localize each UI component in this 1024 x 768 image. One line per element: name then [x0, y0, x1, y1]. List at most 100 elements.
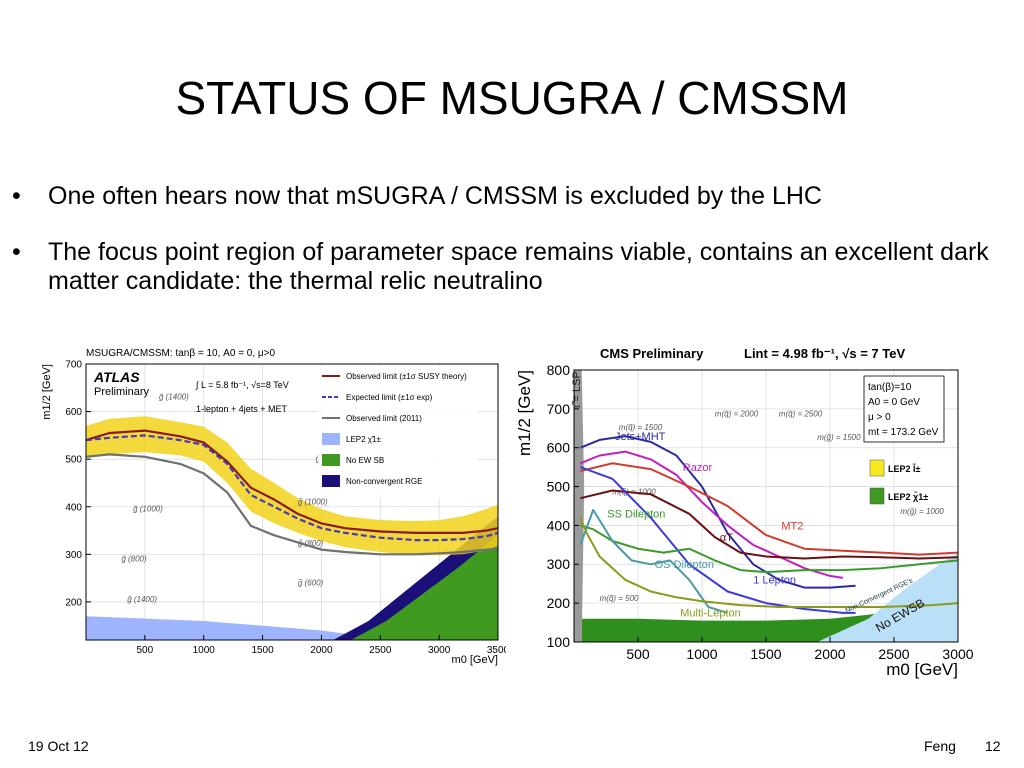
- y-tick-label: 200: [65, 597, 82, 608]
- y-tick-label: 100: [547, 634, 571, 650]
- x-axis-label: m0 [GeV]: [452, 654, 498, 666]
- selection-text: 1-lepton + 4jets + MET: [196, 404, 288, 414]
- contour-label: m(q̃) = 2000: [715, 410, 759, 419]
- y-tick-label: 500: [65, 455, 82, 466]
- bullet-item: • The focus point region of parameter sp…: [12, 238, 1002, 296]
- y-axis-label: m1/2 [GeV]: [41, 364, 53, 420]
- luminosity-text: ∫ L = 5.8 fb⁻¹, √s=8 TeV: [195, 380, 289, 390]
- x-tick-label: 1000: [686, 646, 717, 662]
- x-axis-label: m0 [GeV]: [886, 660, 958, 679]
- y-tick-label: 600: [65, 407, 82, 418]
- y-tick-label: 700: [65, 360, 82, 371]
- params-line: tan(β)=10: [868, 382, 912, 393]
- y-tick-label: 400: [65, 502, 82, 513]
- legend-label: Non-convergent RGE: [346, 477, 422, 486]
- series-label: 1 Lepton: [753, 575, 796, 587]
- series-label: αT: [720, 532, 733, 544]
- luminosity-text: Lint = 4.98 fb⁻¹, √s = 7 TeV: [744, 346, 905, 361]
- lep-legend-label: LEP2 χ̃1±: [888, 491, 928, 502]
- x-tick-label: 2000: [310, 645, 333, 656]
- y-tick-label: 600: [547, 440, 571, 456]
- cms-exclusion-plot: m(q̃) = 1500 m(q̃) = 2000 m(q̃) = 2500 m(g̃…: [512, 340, 974, 680]
- region-lep2-1-: [86, 616, 393, 640]
- y-tick-label: 700: [547, 401, 571, 417]
- lep-legend-swatch: [869, 487, 885, 505]
- x-tick-label: 3500: [487, 645, 506, 656]
- legend-box: [318, 366, 478, 498]
- params-line: mt = 173.2 GeV: [868, 427, 939, 438]
- region-no-ew-sb: [350, 532, 498, 640]
- contour-label: g̃ (1000): [133, 505, 163, 514]
- atlas-chart-svg: g̃ (1400)g̃ (1200)g̃ (1000)g̃ (800)g̃ (6…: [41, 348, 510, 666]
- x-tick-label: 2500: [369, 645, 392, 656]
- cms-chart-svg: m(q̃) = 1500 m(q̃) = 2000 m(q̃) = 2500 m(g̃…: [515, 346, 974, 679]
- y-axis-label: m1/2 [GeV]: [515, 370, 534, 456]
- experiment-name: ATLAS: [93, 369, 140, 385]
- atlas-exclusion-plot: g̃ (1400)g̃ (1200)g̃ (1000)g̃ (800)g̃ (6…: [40, 340, 510, 676]
- region--lsp: [574, 370, 585, 642]
- footer-author: Feng: [924, 738, 956, 754]
- contour-label: g̃ (800): [298, 539, 324, 548]
- lep-legend-swatch: [869, 459, 885, 477]
- contour-label: m(q̃) = 1500: [619, 423, 663, 432]
- x-tick-label: 2000: [814, 646, 845, 662]
- plot-frame: [85, 363, 499, 641]
- legend-label: Observed limit (2011): [346, 414, 422, 423]
- bullet-text: The focus point region of parameter spac…: [48, 238, 989, 295]
- experiment-status: Preliminary: [94, 386, 150, 398]
- series-line-ss-dilepton: [580, 524, 959, 574]
- legend-swatch: [322, 433, 340, 445]
- y-tick-label: 300: [547, 556, 571, 572]
- contour-label: g̃ (1400): [127, 595, 157, 604]
- series-label: Multi-Lepton: [680, 608, 741, 620]
- y-tick-label: 200: [547, 595, 571, 611]
- uncertainty-band: [86, 416, 498, 556]
- lep-legend-label: LEP2 l̃±: [888, 463, 921, 474]
- series-line-multi-lepton: [579, 517, 959, 608]
- series-line-observed-limit: [85, 429, 499, 534]
- stau-lsp-label: τ̃ = LSP: [571, 371, 583, 409]
- contour-label: g̃ (1000): [298, 497, 328, 506]
- legend-swatch: [322, 454, 340, 466]
- plot-title: MSUGRA/CMSSM: tanβ = 10, A0 = 0, μ>0: [86, 348, 276, 359]
- params-line: μ > 0: [868, 412, 891, 423]
- bullet-item: • One often hears now that mSUGRA / CMSS…: [12, 182, 1002, 211]
- y-tick-label: 500: [547, 478, 571, 494]
- series-label: OS Dilepton: [655, 559, 714, 571]
- x-tick-label: 3000: [428, 645, 451, 656]
- contour-label: m(q̃) = 500: [600, 594, 639, 603]
- series-line-mt2: [580, 462, 959, 556]
- contour-label: g̃ (600): [298, 578, 324, 587]
- x-tick-label: 1500: [750, 646, 781, 662]
- series-line-expected-limit: [85, 434, 499, 542]
- series-line-1-lepton: [580, 466, 856, 614]
- region-non-convergent-rge-s: [817, 552, 958, 642]
- plot-title: CMS Preliminary: [600, 346, 704, 361]
- legend-label: LEP2 χ̃1±: [346, 435, 381, 444]
- y-tick-label: 400: [547, 517, 571, 533]
- bullet-dot-icon: •: [12, 238, 21, 266]
- series-label: MT2: [781, 520, 803, 532]
- series-label: Razor: [683, 462, 713, 474]
- bullet-dot-icon: •: [12, 182, 21, 210]
- footer-date: 19 Oct 12: [28, 738, 89, 754]
- series-line-os-dilepton: [579, 508, 728, 614]
- series-line-observed-limit-2011-: [85, 453, 499, 556]
- x-tick-label: 1500: [251, 645, 274, 656]
- bullet-list: • One often hears now that mSUGRA / CMSS…: [12, 182, 1002, 323]
- y-tick-label: 300: [65, 550, 82, 561]
- legend-swatch: [322, 475, 340, 487]
- x-tick-label: 3000: [942, 646, 973, 662]
- x-tick-label: 2500: [878, 646, 909, 662]
- params-box: [863, 375, 945, 443]
- contour-label: m(g̃) = 1500: [817, 433, 861, 442]
- legend-label: No EW SB: [346, 456, 384, 465]
- bullet-text: One often hears now that mSUGRA / CMSSM …: [48, 182, 822, 210]
- contour-label: g̃ (800): [121, 554, 147, 563]
- contour-label: m(q̃) = 2500: [779, 410, 823, 419]
- series-line-jets-mht: [580, 435, 856, 589]
- params-line: A0 = 0 GeV: [868, 397, 920, 408]
- y-tick-label: 800: [547, 362, 571, 378]
- series-label: SS Dilepton: [607, 509, 665, 521]
- series-line--t: [580, 489, 959, 560]
